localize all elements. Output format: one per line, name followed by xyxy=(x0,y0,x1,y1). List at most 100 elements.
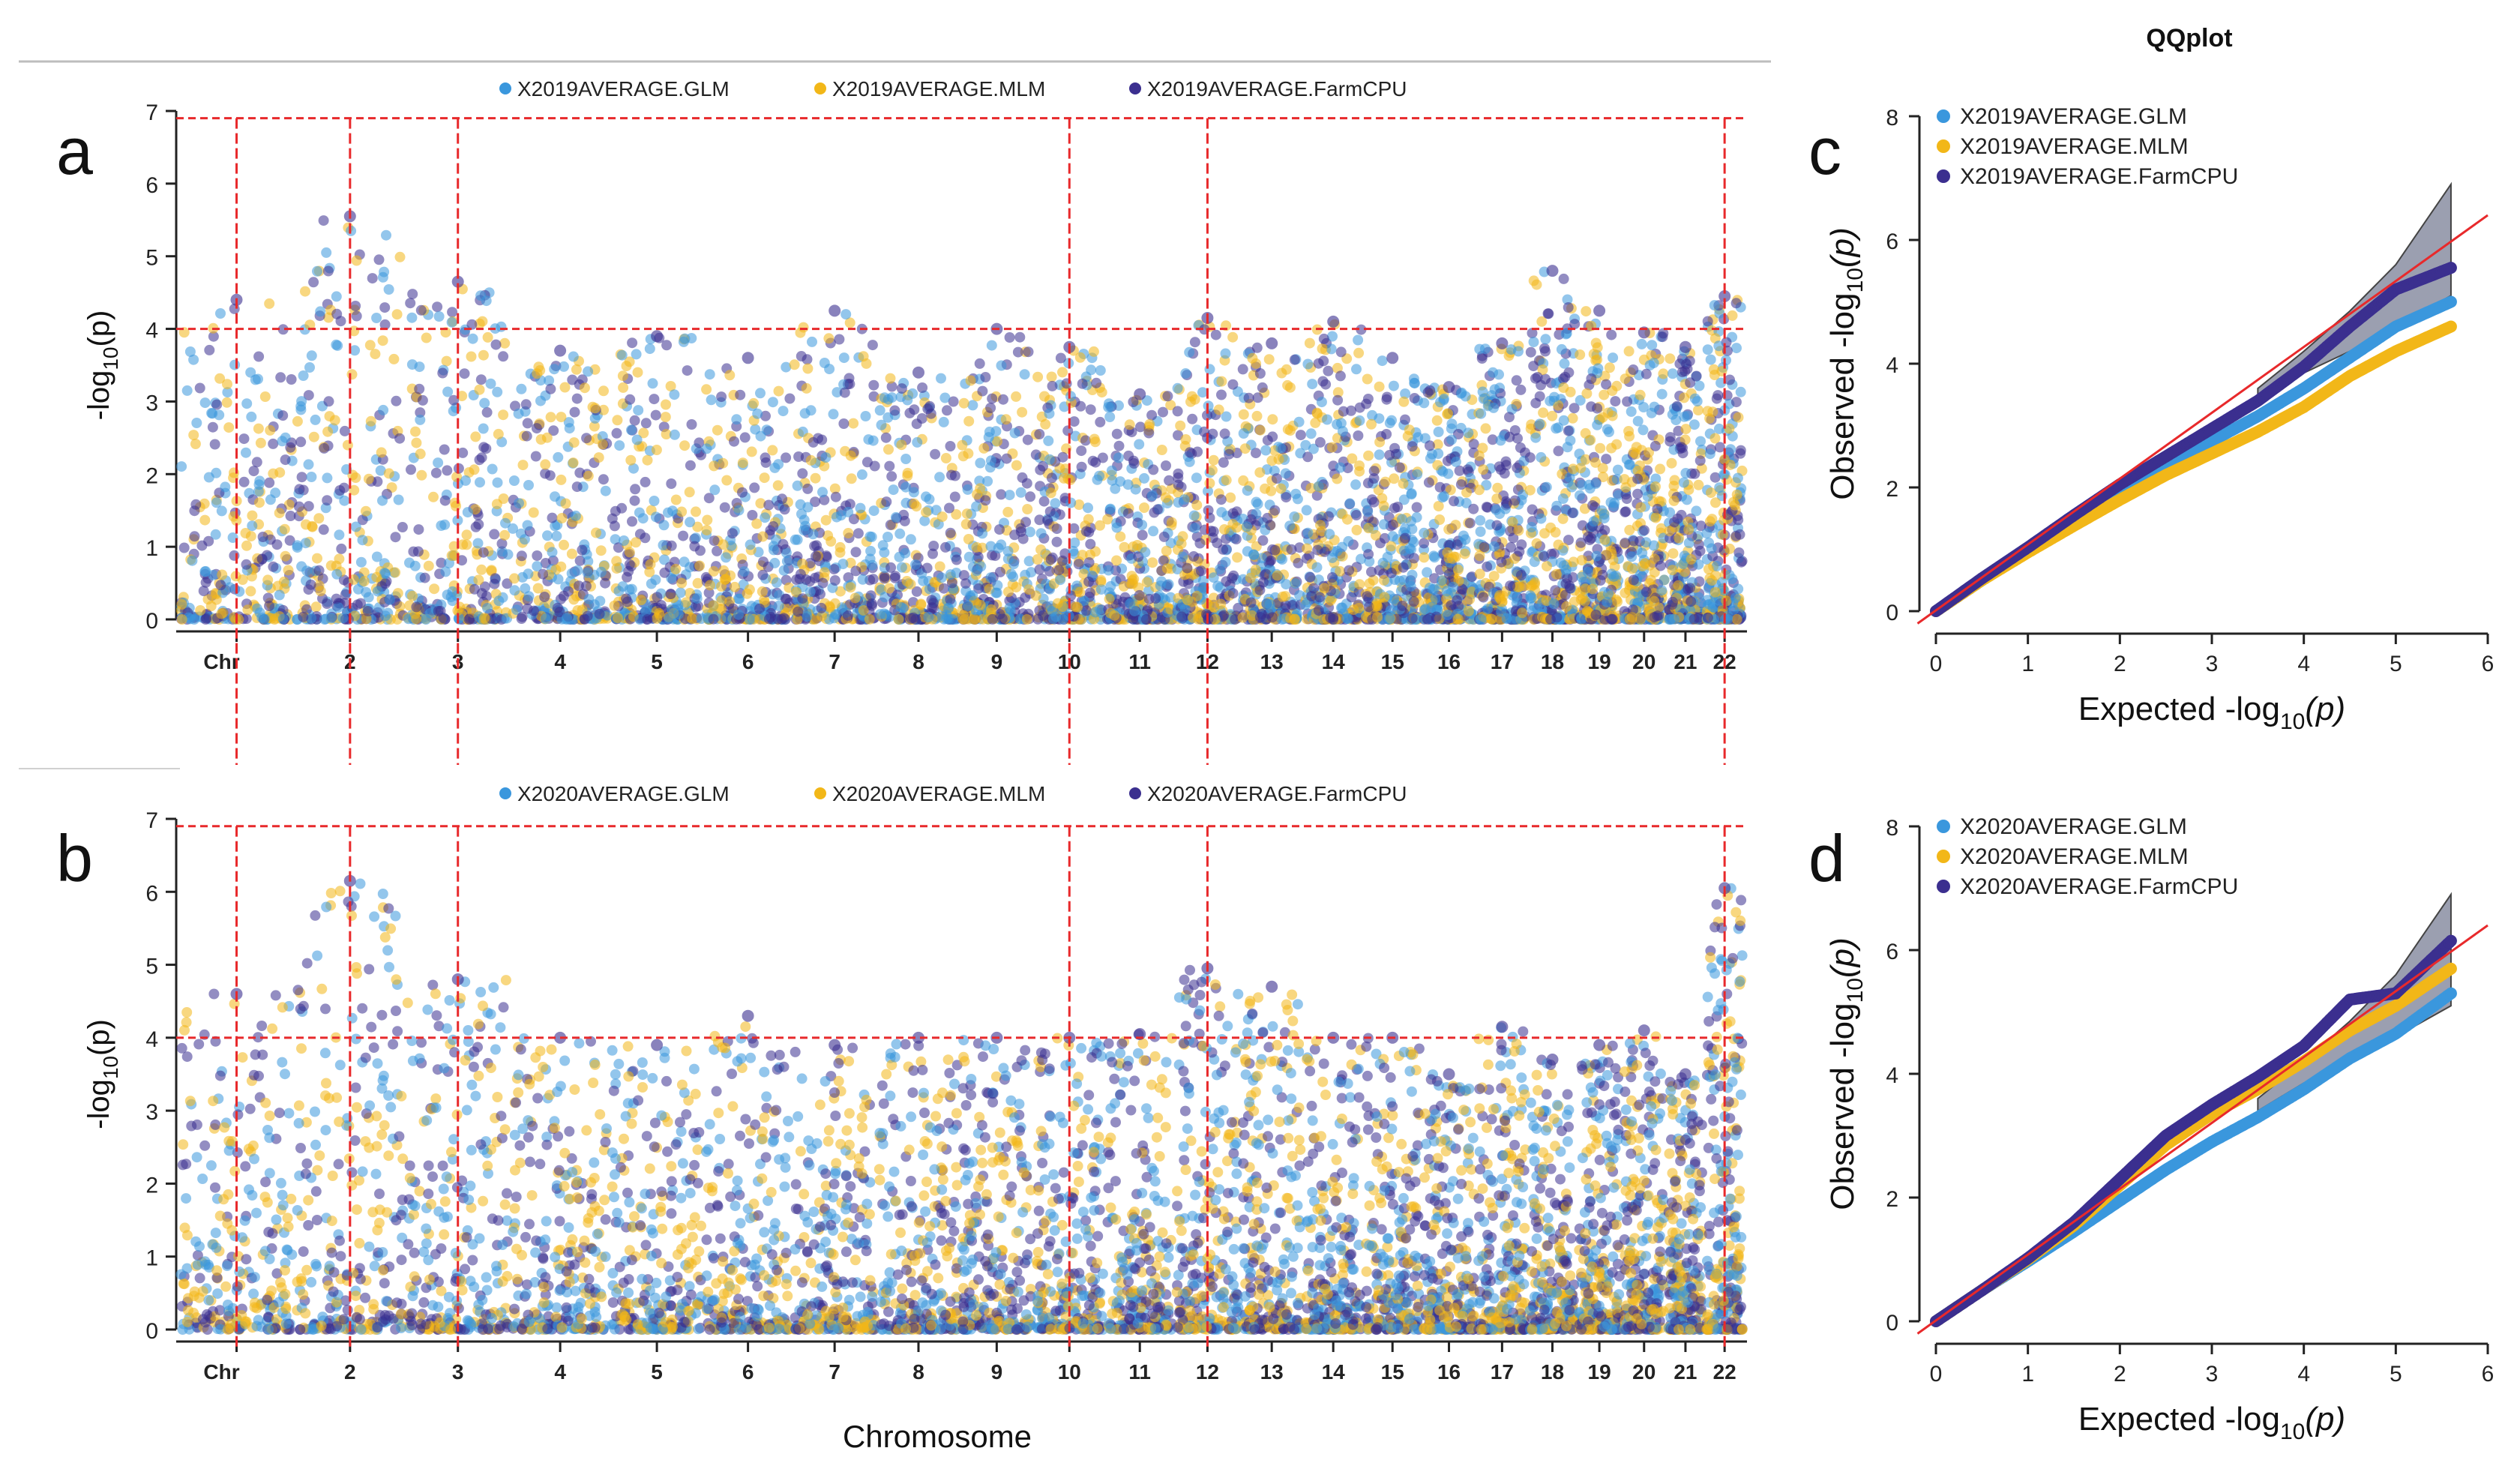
snp-point xyxy=(598,474,609,485)
snp-point xyxy=(1040,418,1051,430)
snp-point xyxy=(1103,402,1114,412)
snp-point xyxy=(977,528,988,539)
snp-point xyxy=(1208,454,1219,466)
snp-point xyxy=(616,502,628,514)
snp-point xyxy=(855,502,866,514)
snp-point xyxy=(256,553,268,565)
snp-point xyxy=(940,541,951,553)
snp-point xyxy=(666,604,677,615)
snp-point xyxy=(912,436,923,448)
snp-point xyxy=(1280,591,1291,602)
snp-point xyxy=(1263,354,1275,365)
snp-point xyxy=(1130,484,1141,495)
snp-point xyxy=(666,478,677,489)
snp-point xyxy=(579,382,590,394)
snp-point xyxy=(1443,568,1455,580)
snp-point xyxy=(216,608,227,619)
snp-point xyxy=(816,602,827,613)
snp-point xyxy=(1449,496,1459,507)
snp-point xyxy=(323,396,334,407)
snp-point xyxy=(433,311,445,322)
snp-point xyxy=(1422,387,1434,398)
snp-point xyxy=(1446,553,1458,564)
snp-point xyxy=(1300,599,1311,610)
snp-point xyxy=(513,408,524,419)
snp-point xyxy=(1575,349,1586,360)
snp-point xyxy=(987,613,998,625)
snp-point xyxy=(986,340,997,351)
snp-point xyxy=(472,538,484,549)
snp-point xyxy=(1186,391,1197,402)
snp-point xyxy=(1341,613,1353,624)
snp-point xyxy=(769,557,781,568)
snp-point xyxy=(1096,387,1107,398)
snp-point xyxy=(1083,502,1093,514)
y-tick-label: 5 xyxy=(145,246,158,271)
snp-point xyxy=(381,229,391,241)
snp-point xyxy=(310,414,321,425)
snp-point xyxy=(1076,461,1087,472)
snp-point xyxy=(1332,473,1343,484)
snp-point xyxy=(834,334,845,345)
snp-point xyxy=(779,504,790,515)
snp-point xyxy=(685,517,696,528)
snp-point xyxy=(830,491,841,502)
snp-point xyxy=(485,378,496,389)
snp-point xyxy=(1308,583,1320,594)
snp-point xyxy=(300,286,310,297)
snp-point xyxy=(772,480,784,491)
snp-point xyxy=(778,538,789,550)
snp-point xyxy=(280,454,291,466)
snp-point xyxy=(556,412,567,423)
snp-point xyxy=(1389,593,1400,604)
snp-point xyxy=(1177,551,1188,562)
snp-point xyxy=(1336,602,1347,613)
snp-point xyxy=(498,493,509,504)
snp-point xyxy=(1478,464,1489,475)
snp-point xyxy=(1335,462,1346,473)
snp-point xyxy=(640,418,652,429)
snp-point xyxy=(255,437,266,448)
snp-point xyxy=(1434,481,1446,493)
snp-point xyxy=(1607,613,1618,625)
peak-point xyxy=(1496,337,1509,349)
snp-point xyxy=(430,467,442,478)
snp-point xyxy=(817,577,829,589)
snp-point xyxy=(280,550,291,562)
snp-point xyxy=(496,538,508,549)
snp-point xyxy=(1316,397,1327,408)
peak-point xyxy=(912,366,924,379)
snp-point xyxy=(479,613,490,623)
snp-point xyxy=(934,561,945,572)
snp-point xyxy=(1273,454,1284,465)
snp-point xyxy=(1542,561,1552,572)
snp-point xyxy=(1111,428,1122,439)
snp-point xyxy=(748,397,760,409)
snp-point xyxy=(917,382,928,393)
snp-point xyxy=(799,525,810,536)
snp-point xyxy=(393,494,404,505)
snp-point xyxy=(1335,346,1347,358)
snp-point xyxy=(199,397,211,409)
snp-point xyxy=(810,472,821,484)
snp-point xyxy=(1088,346,1099,357)
snp-point xyxy=(1354,579,1365,590)
snp-point xyxy=(580,580,592,592)
snp-point xyxy=(482,331,493,343)
snp-point xyxy=(1094,470,1105,481)
snp-point xyxy=(1581,388,1593,399)
snp-point xyxy=(562,613,573,624)
snp-point xyxy=(1213,404,1224,415)
snp-point xyxy=(1307,379,1318,390)
snp-point xyxy=(1152,504,1163,515)
snp-point xyxy=(277,613,289,625)
snp-point xyxy=(457,555,467,566)
snp-point xyxy=(1380,476,1391,487)
snp-point xyxy=(1004,490,1015,501)
snp-point xyxy=(1551,568,1562,580)
snp-point xyxy=(593,452,604,463)
snp-point xyxy=(597,439,608,450)
snp-point xyxy=(844,379,855,390)
snp-point xyxy=(761,424,772,436)
snp-point xyxy=(1139,472,1149,484)
